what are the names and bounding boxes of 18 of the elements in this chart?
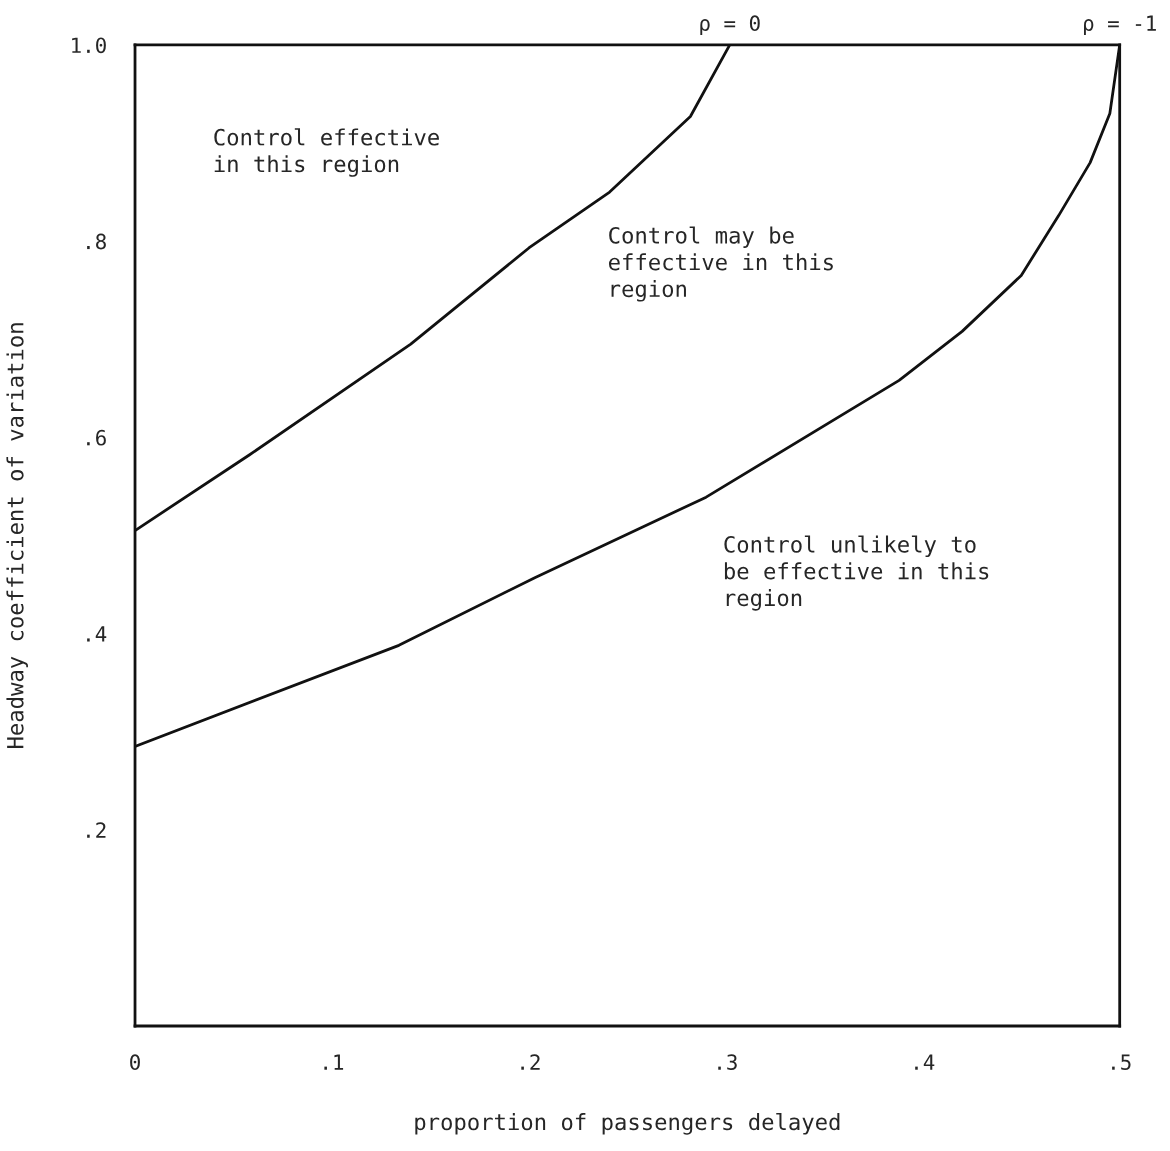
- y-tick-label: .6: [87, 429, 106, 446]
- x-tick-label: .5: [1112, 1054, 1131, 1071]
- series-label: ρ = -1: [1084, 15, 1156, 36]
- y-tick-label: .4: [87, 626, 107, 642]
- x-tick-label: .3: [718, 1054, 737, 1071]
- y-tick-label: 1.0: [72, 37, 106, 54]
- x-tick-label: .4: [915, 1054, 935, 1070]
- y-tick-label: .2: [87, 822, 106, 838]
- series-label: ρ = 0: [700, 15, 760, 36]
- annotation: Control effective in this region: [214, 128, 439, 177]
- y-tick-label: .8: [87, 233, 106, 250]
- x-axis-title: proportion of passengers delayed: [415, 1112, 840, 1135]
- annotation: Control may be effective in this region: [608, 226, 833, 302]
- y-axis-title: Headway coefficient of variation: [6, 323, 28, 749]
- x-tick-label: .2: [521, 1054, 540, 1070]
- x-tick-label: .1: [324, 1054, 344, 1070]
- annotation: Control unlikely to be effective in this region: [724, 535, 989, 611]
- x-tick-label: 0: [130, 1054, 140, 1071]
